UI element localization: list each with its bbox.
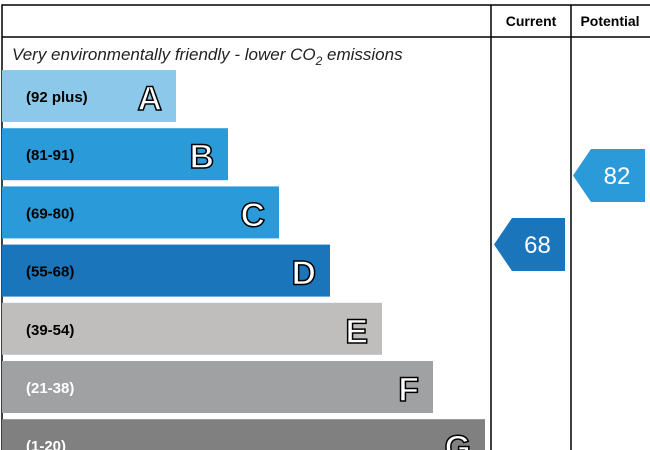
potential-rating-arrow — [573, 149, 645, 202]
band-letter-F: F — [398, 371, 419, 409]
current-rating-arrow — [494, 218, 565, 271]
band-range-B: (81-91) — [26, 147, 74, 164]
band-letter-C: C — [240, 196, 265, 234]
header-potential: Potential — [580, 13, 639, 29]
band-bar-E — [2, 302, 382, 355]
band-bar-A — [2, 70, 176, 122]
band-range-A: (92 plus) — [26, 89, 88, 106]
band-range-D: (55-68) — [26, 264, 74, 281]
header-current: Current — [506, 13, 557, 29]
band-letter-B: B — [189, 138, 214, 176]
band-range-C: (69-80) — [26, 205, 74, 222]
band-bar-D — [2, 244, 330, 297]
top-caption: Very environmentally friendly - lower CO… — [12, 45, 403, 68]
potential-rating-value: 82 — [604, 163, 631, 190]
band-bar-B — [2, 128, 228, 181]
band-letter-D: D — [291, 255, 316, 293]
band-bar-C — [2, 186, 279, 239]
band-range-F: (21-38) — [26, 380, 74, 397]
band-bar-G — [2, 419, 485, 450]
band-range-G: (1-20) — [26, 438, 66, 450]
band-letter-E: E — [345, 313, 368, 351]
band-letter-A: A — [137, 80, 162, 118]
band-range-E: (39-54) — [26, 322, 74, 339]
band-letter-G: G — [445, 429, 471, 450]
band-bar-F — [2, 361, 433, 413]
current-rating-value: 68 — [524, 232, 551, 259]
